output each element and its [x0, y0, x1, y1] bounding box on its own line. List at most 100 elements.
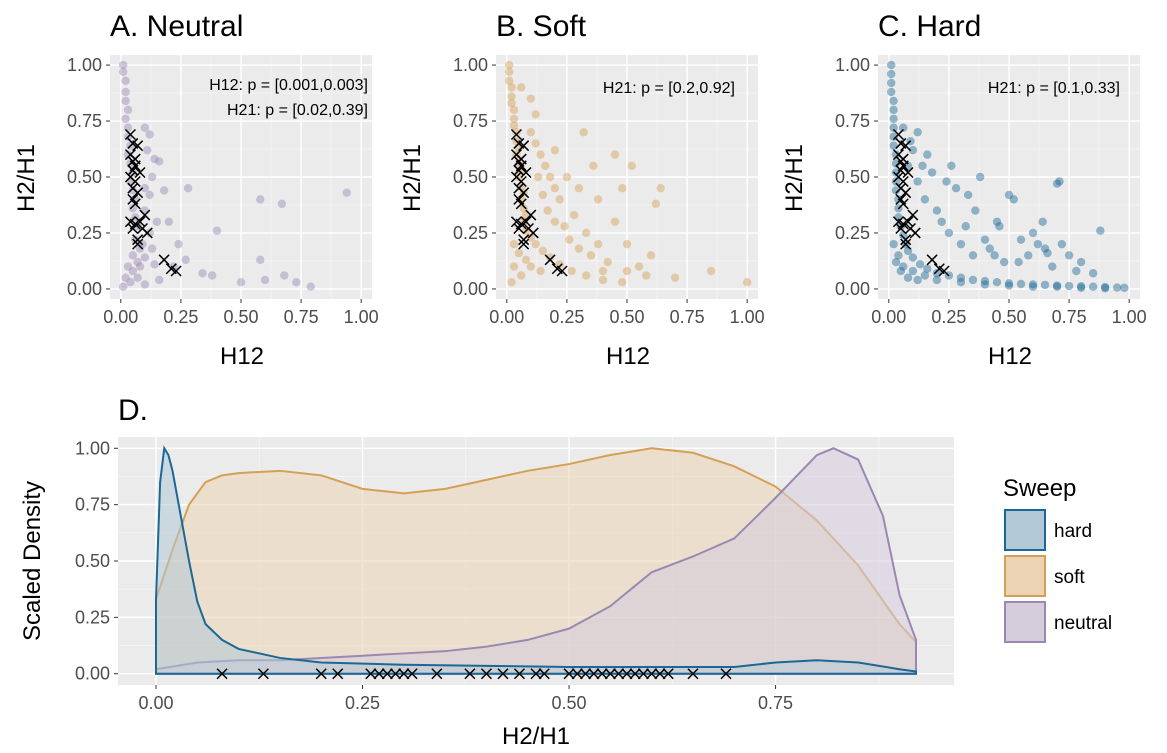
scatter-point — [140, 183, 150, 193]
scatter-point — [915, 260, 925, 269]
scatter-point — [593, 239, 603, 249]
scatter-point — [1096, 226, 1105, 235]
scatter-point — [1004, 281, 1014, 290]
scatter-point — [256, 195, 265, 204]
legend-item-neutral: neutral — [1004, 601, 1112, 643]
scatter-point — [932, 275, 942, 285]
panel-d-ticks: 0.00 0.25 0.50 0.75 0.00 0.25 0.50 0.75 1.00 — [75, 438, 793, 713]
scatter-point — [1048, 262, 1057, 271]
panel-a-x-axis-title: H12 — [220, 343, 264, 370]
observed-x-marker — [497, 668, 509, 680]
scatter-point — [656, 183, 665, 193]
scatter-point — [896, 266, 906, 276]
scatter-point — [509, 114, 519, 123]
observed-x-marker — [129, 198, 141, 210]
observed-x-marker — [139, 209, 151, 221]
scatter-point — [135, 244, 145, 253]
panel-b-x-tick-label: 0.50 — [609, 307, 644, 327]
observed-x-marker — [480, 668, 492, 680]
observed-x-marker — [646, 668, 658, 680]
observed-x-marker — [902, 216, 914, 228]
scatter-point — [913, 128, 922, 137]
observed-x-marker — [895, 164, 907, 176]
scatter-point — [1052, 281, 1062, 290]
panel-d-density-areas — [155, 445, 917, 675]
scatter-point — [918, 161, 927, 171]
scatter-point — [947, 161, 956, 171]
panel-c-x-tick-label: 0.50 — [991, 307, 1026, 327]
scatter-point — [1052, 179, 1062, 188]
panel-a-observed-markers — [124, 128, 182, 277]
observed-x-marker — [257, 668, 269, 680]
scatter-point — [545, 172, 555, 182]
panel-a-y-tick-label: 0.00 — [67, 279, 102, 299]
scatter-point — [589, 161, 598, 171]
scatter-point — [517, 83, 526, 92]
observed-x-marker — [525, 209, 537, 221]
scatter-point — [899, 262, 908, 271]
panel-b-annotation-h21: H21: p = [0.2,0.92] — [603, 80, 735, 97]
scatter-point — [598, 275, 608, 285]
panel-a-y-tick-label: 0.50 — [67, 167, 102, 187]
scatter-point — [1016, 279, 1026, 289]
scatter-point — [128, 186, 138, 195]
scatter-point — [1009, 195, 1019, 204]
observed-x-marker — [654, 668, 666, 680]
scatter-point — [1088, 282, 1098, 291]
scatter-point — [617, 183, 627, 193]
panel-d-x-tick-label: 0.50 — [552, 693, 587, 713]
panel-a-y-axis-title: H2/H1 — [13, 144, 40, 212]
scatter-point — [280, 271, 289, 280]
scatter-point — [150, 260, 159, 269]
scatter-point — [891, 257, 901, 267]
scatter-point — [509, 105, 519, 115]
scatter-point — [128, 251, 138, 260]
observed-x-marker — [365, 668, 377, 680]
panel-d-x-tick-label: 0.75 — [758, 693, 793, 713]
scatter-point — [121, 273, 130, 282]
legend-swatch-neutral — [1004, 601, 1046, 643]
scatter-point — [531, 139, 540, 148]
panel-c-y-tick-label: 0.25 — [835, 223, 870, 243]
panel-b-y-tick-label: 0.75 — [453, 111, 488, 131]
scatter-point — [990, 251, 999, 260]
observed-x-marker — [132, 238, 144, 250]
scatter-point — [526, 94, 536, 103]
scatter-point — [236, 278, 246, 287]
scatter-point — [541, 161, 550, 171]
panel-a-x-tick-label: 0.75 — [284, 307, 319, 327]
panel-b-ticks: 0.00 0.25 0.50 0.75 1.00 0.00 0.25 0.50 0.75 1.00 — [453, 55, 765, 327]
legend: Sweep hard soft neutral — [1003, 475, 1112, 643]
panel-d-title: D. — [118, 394, 148, 427]
scatter-point — [1112, 283, 1122, 292]
scatter-point — [147, 244, 157, 253]
scatter-point — [1100, 282, 1110, 292]
scatter-point — [1024, 251, 1033, 260]
scatter-point — [509, 262, 519, 271]
observed-x-marker — [720, 668, 732, 680]
scatter-point — [277, 199, 287, 209]
observed-x-marker — [158, 254, 170, 266]
scatter-point — [207, 271, 217, 280]
scatter-point — [908, 266, 918, 276]
scatter-point — [899, 123, 908, 132]
scatter-point — [903, 246, 913, 256]
scatter-point — [140, 123, 150, 132]
scatter-point — [579, 128, 588, 137]
scatter-point — [889, 96, 898, 106]
panel-c-y-tick-label: 1.00 — [835, 55, 870, 75]
panel-b-x-tick-label: 1.00 — [730, 307, 765, 327]
scatter-point — [123, 105, 133, 115]
panel-b-y-tick-label: 0.50 — [453, 167, 488, 187]
scatter-point — [152, 217, 162, 226]
panel-d-y-tick-label: 0.25 — [75, 607, 110, 627]
scatter-point — [1040, 280, 1050, 290]
panel-b-grid — [496, 55, 758, 299]
panel-a-annotation-h21: H21: p = [0.02,0.39] — [227, 102, 368, 119]
scatter-point — [526, 128, 536, 137]
scatter-point — [198, 269, 207, 278]
scatter-point — [565, 235, 574, 244]
scatter-point — [505, 76, 514, 85]
observed-x-marker — [518, 140, 530, 152]
scatter-point — [514, 248, 524, 258]
